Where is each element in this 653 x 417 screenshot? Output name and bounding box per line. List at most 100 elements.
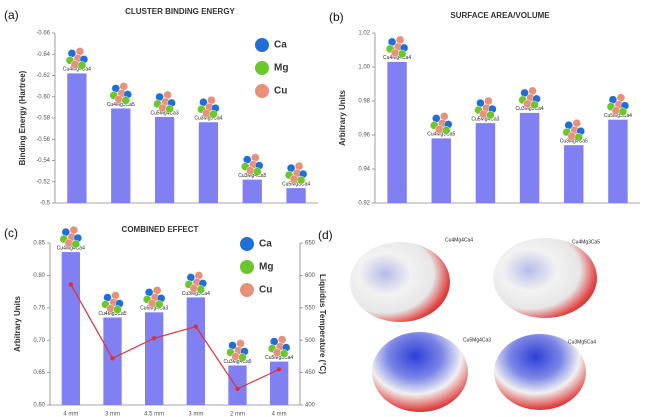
- legend-label: Mg: [259, 262, 273, 273]
- cluster-atom: [573, 119, 581, 127]
- cluster-atom: [202, 109, 210, 117]
- cluster-atom: [76, 47, 84, 55]
- cluster-atom: [237, 339, 245, 347]
- y-tick-label: 0.96: [358, 133, 370, 139]
- y-tick-label: 0.92: [358, 201, 370, 207]
- cluster-atom: [531, 101, 539, 109]
- cluster-atom: [398, 50, 406, 58]
- bar: [199, 122, 218, 203]
- cluster-atom: [280, 350, 288, 358]
- bar: [111, 108, 130, 203]
- y-tick-label: -0.56: [36, 137, 50, 143]
- cluster-atom: [440, 112, 448, 120]
- cluster-atom: [529, 87, 537, 95]
- y2-tick-label: 650: [305, 241, 316, 247]
- y-tick-label: 0.60: [33, 403, 45, 409]
- cluster-atom: [114, 306, 122, 314]
- chart-title: CLUSTER BINDING ENERGY: [125, 7, 235, 16]
- line-point: [194, 324, 198, 328]
- chart-title: COMBINED EFFECT: [122, 225, 199, 234]
- cluster-atom: [246, 167, 254, 175]
- cluster-atom: [391, 49, 399, 57]
- legend-label: Mg: [274, 63, 288, 74]
- cluster-atom: [612, 107, 620, 115]
- y-axis-label: Binding Energy (Hartree): [18, 70, 27, 165]
- legend-swatch: [240, 237, 254, 251]
- bar: [286, 188, 305, 203]
- panel-label: (a): [4, 8, 19, 22]
- cluster-atom: [190, 284, 198, 292]
- line-point: [277, 367, 281, 371]
- cluster-atom: [166, 105, 174, 113]
- y2-tick-label: 550: [305, 305, 316, 311]
- legend-label: Cu: [274, 86, 287, 97]
- legend-label: Cu: [259, 285, 272, 296]
- legend-swatch: [240, 283, 254, 297]
- y-tick-label: -0.5: [40, 201, 51, 207]
- cluster-atom: [297, 176, 305, 184]
- cluster-atom: [107, 305, 115, 313]
- esp-surface: [494, 334, 586, 410]
- cluster-atom: [442, 126, 450, 134]
- y-tick-label: 0.85: [33, 241, 45, 247]
- cluster-atom: [209, 110, 217, 118]
- bar: [387, 62, 406, 203]
- cluster-atom: [486, 111, 494, 119]
- cluster-atom: [524, 100, 532, 108]
- y2-tick-label: 450: [305, 370, 316, 376]
- panel-label: (c): [4, 226, 18, 240]
- cluster-atom: [195, 271, 203, 279]
- cluster-atom: [115, 95, 123, 103]
- cluster-atom: [484, 97, 492, 105]
- cluster-atom: [72, 240, 80, 248]
- esp-caption: Cu5Mg4Ca3: [463, 337, 491, 343]
- legend-label: Ca: [259, 239, 272, 250]
- cluster-atom: [197, 285, 205, 293]
- panel-label: (b): [329, 10, 344, 24]
- esp-caption: Cu3Mg5Ca4: [568, 339, 596, 345]
- y2-tick-label: 600: [305, 273, 316, 279]
- cluster-atom: [122, 96, 130, 104]
- y2-tick-label: 500: [305, 338, 316, 344]
- bar: [608, 120, 627, 203]
- x-tick-label: 4.5 mm: [144, 412, 164, 417]
- cluster-atom: [71, 60, 79, 68]
- cluster-atom: [619, 108, 627, 116]
- cluster-atom: [159, 104, 167, 112]
- bar: [62, 252, 80, 405]
- cluster-atom: [153, 286, 161, 294]
- y-axis-label: Arbitrary Units: [338, 89, 347, 146]
- bar: [476, 123, 495, 203]
- cluster-atom: [78, 61, 86, 69]
- bar: [145, 312, 163, 405]
- x-tick-label: 3 mm: [188, 412, 203, 417]
- cluster-atom: [575, 133, 583, 141]
- cluster-atom: [207, 96, 215, 104]
- x-tick-label: 2 mm: [230, 412, 245, 417]
- legend-swatch: [255, 38, 269, 52]
- y-tick-label: 0.80: [33, 273, 45, 279]
- y2-axis-label: Liquidus Temperature (°C): [318, 274, 327, 374]
- x-tick-label: 4 mm: [63, 412, 78, 417]
- legend-swatch: [240, 260, 254, 274]
- cluster-atom: [155, 300, 163, 308]
- cluster-atom: [568, 132, 576, 140]
- esp-surfaces: [350, 238, 597, 412]
- cluster-atom: [435, 125, 443, 133]
- y-tick-label: 0.98: [358, 99, 370, 105]
- cluster-atom: [479, 110, 487, 118]
- cluster-atom: [290, 175, 298, 183]
- cluster-atom: [253, 168, 261, 176]
- y-tick-label: -0.64: [36, 52, 50, 58]
- cluster-atom: [112, 292, 120, 300]
- esp-surface: [493, 238, 597, 318]
- y-tick-label: -0.54: [36, 158, 50, 164]
- esp-surface: [350, 242, 450, 322]
- y-tick-label: 0.94: [358, 167, 370, 173]
- y2-tick-label: 400: [305, 403, 316, 409]
- bar: [155, 117, 174, 203]
- cluster-atom: [164, 91, 172, 99]
- y-tick-label: -0.52: [36, 179, 50, 185]
- y-tick-label: -0.60: [36, 94, 50, 100]
- bar: [187, 297, 205, 405]
